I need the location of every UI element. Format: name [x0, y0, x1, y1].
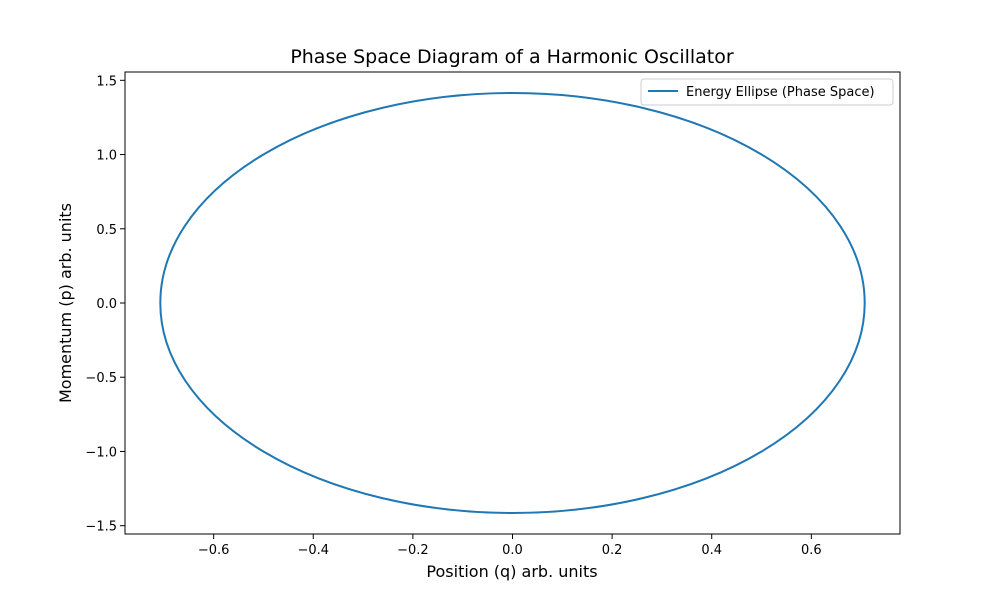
legend: Energy Ellipse (Phase Space)	[640, 78, 894, 106]
y-tick-label: 0.5	[96, 223, 117, 238]
x-tick-label: 0.0	[502, 543, 523, 558]
y-tick-label: −1.0	[85, 445, 117, 460]
x-tick-label: 0.2	[602, 543, 623, 558]
x-tick-label: −0.6	[198, 543, 230, 558]
y-tick-label: 1.0	[96, 149, 117, 164]
axes-frame	[124, 71, 901, 535]
x-tick-label: 0.4	[701, 543, 722, 558]
y-tick-label: 1.5	[96, 74, 117, 89]
y-tick-label: −0.5	[85, 371, 117, 386]
x-axis: −0.6 −0.4 −0.2 0.0 0.2 0.4 0.6	[198, 534, 822, 558]
x-tick-label: −0.4	[297, 543, 329, 558]
chart-title: Phase Space Diagram of a Harmonic Oscill…	[290, 46, 734, 68]
y-axis: −1.5 −1.0 −0.5 0.0 0.5 1.0 1.5	[85, 74, 125, 535]
legend-entry-label: Energy Ellipse (Phase Space)	[686, 85, 875, 100]
y-tick-label: 0.0	[96, 297, 117, 312]
x-axis-label: Position (q) arb. units	[426, 562, 597, 581]
legend-box	[640, 78, 894, 106]
y-axis-label: Momentum (p) arb. units	[56, 203, 75, 403]
series-line-0	[159, 92, 866, 514]
x-tick-label: 0.6	[801, 543, 822, 558]
x-tick-label: −0.2	[397, 543, 429, 558]
plot-area	[159, 92, 866, 514]
y-tick-label: −1.5	[85, 520, 117, 535]
